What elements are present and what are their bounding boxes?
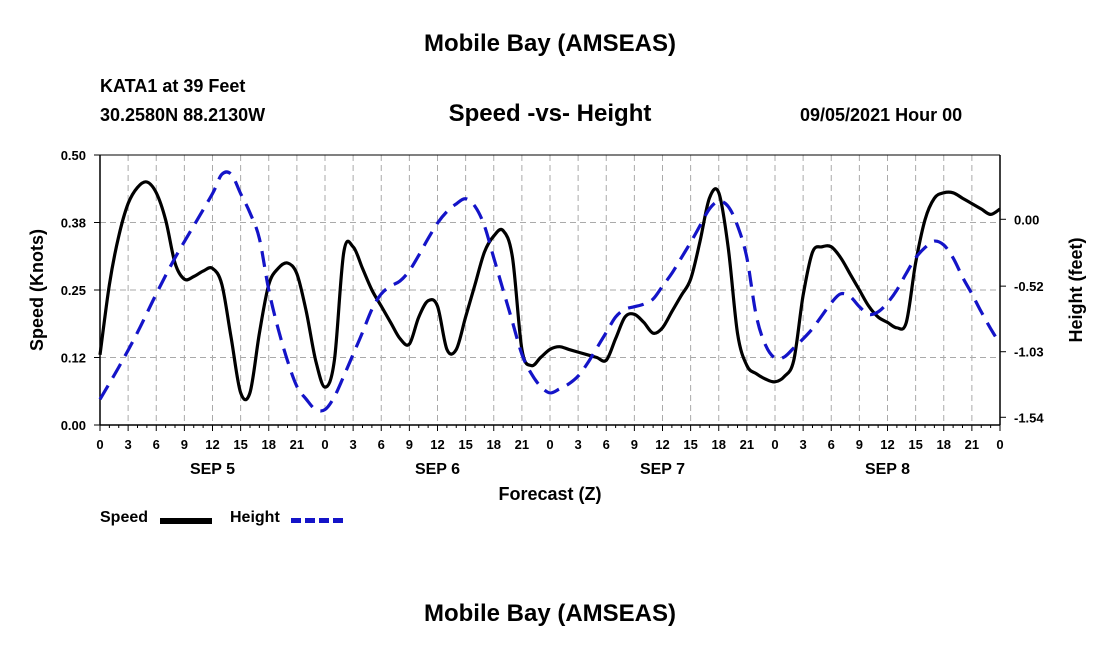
axis-labels: 0 3 6 9 12 15 18 21 0 3 6 9 12 15 18 21 0 3 6 9 12 15 18 21 0 3 6 9…: [27, 148, 1086, 504]
y-tick-label: 0.25: [61, 283, 86, 298]
x-tick-label: 21: [290, 437, 304, 452]
x-tick-label: 9: [856, 437, 863, 452]
x-tick-label: 0: [321, 437, 328, 452]
x-axis-title: Forecast (Z): [498, 484, 601, 504]
y-right-tick-label: -1.54: [1014, 410, 1044, 425]
x-tick-label: 12: [655, 437, 669, 452]
x-tick-label: 0: [771, 437, 778, 452]
legend-speed-label: Speed: [100, 509, 149, 526]
y-right-tick-label: -0.52: [1014, 279, 1044, 294]
x-tick-label: 6: [603, 437, 610, 452]
x-tick-label: 0: [996, 437, 1003, 452]
station-name: KATA1 at 39 Feet: [100, 76, 246, 96]
day-label: SEP 7: [640, 461, 685, 478]
series-line-speed: [98, 180, 1001, 402]
y-right-tick-label: -1.03: [1014, 345, 1044, 360]
series-line-height: [98, 170, 1002, 413]
y-tick-label: 0.00: [61, 418, 86, 433]
x-tick-label: 6: [378, 437, 385, 452]
day-label: SEP 6: [415, 461, 460, 478]
x-tick-label: 18: [262, 437, 276, 452]
chart-title: Speed -vs- Height: [448, 100, 652, 127]
x-tick-label: 18: [487, 437, 501, 452]
y-axis-title-left: Speed (Knots): [27, 229, 47, 351]
y-tick-label: 0.50: [61, 148, 86, 163]
day-label: SEP 5: [190, 461, 235, 478]
grid-lines: [100, 155, 1000, 425]
x-tick-label: 21: [740, 437, 754, 452]
x-tick-label: 12: [430, 437, 444, 452]
x-tick-label: 21: [515, 437, 529, 452]
x-tick-label: 9: [406, 437, 413, 452]
forecast-datetime: 09/05/2021 Hour 00: [800, 105, 963, 125]
footer-title: Mobile Bay (AMSEAS): [423, 600, 677, 627]
y-axis-title-right: Height (feet): [1066, 238, 1086, 343]
legend-speed-swatch: [160, 518, 212, 524]
x-tick-label: 3: [800, 437, 807, 452]
x-tick-label: 3: [575, 437, 582, 452]
main-title: Mobile Bay (AMSEAS): [423, 30, 677, 57]
y-tick-label: 0.12: [61, 351, 86, 366]
x-tick-label: 9: [631, 437, 638, 452]
x-tick-label: 0: [96, 437, 103, 452]
x-tick-label: 3: [350, 437, 357, 452]
x-tick-label: 18: [712, 437, 726, 452]
y-tick-label: 0.38: [61, 216, 86, 231]
x-tick-label: 12: [880, 437, 894, 452]
x-tick-label: 21: [965, 437, 979, 452]
x-tick-label: 18: [937, 437, 951, 452]
x-tick-label: 6: [153, 437, 160, 452]
legend-height-label: Height: [230, 509, 280, 526]
x-tick-label: 9: [181, 437, 188, 452]
x-tick-label: 15: [458, 437, 472, 452]
x-tick-label: 15: [683, 437, 697, 452]
y-right-tick-label: 0.00: [1014, 212, 1039, 227]
series-lines: [98, 170, 1002, 413]
x-tick-label: 15: [908, 437, 922, 452]
x-tick-label: 3: [125, 437, 132, 452]
station-coordinates: 30.2580N 88.2130W: [100, 105, 266, 125]
x-tick-label: 0: [546, 437, 553, 452]
legend-height-swatch: [291, 518, 343, 523]
x-tick-label: 12: [205, 437, 219, 452]
axes: [94, 154, 1006, 431]
x-tick-label: 6: [828, 437, 835, 452]
x-tick-label: 15: [233, 437, 247, 452]
day-label: SEP 8: [865, 461, 910, 478]
